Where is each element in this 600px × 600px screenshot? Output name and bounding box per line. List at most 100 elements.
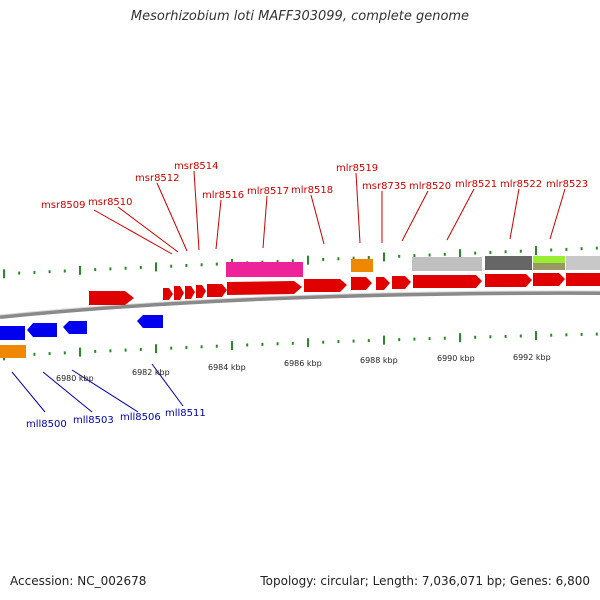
scale-tick [595, 246, 598, 250]
gene-arrow-rev[interactable] [63, 321, 87, 334]
scale-tick [443, 336, 446, 340]
scale-tick [398, 254, 401, 258]
scale-tick [170, 346, 173, 350]
gene-arrow-fwd[interactable] [413, 275, 482, 288]
scale-label: 6984 kbp [208, 363, 246, 372]
gene-arrow-fwd[interactable] [227, 281, 302, 295]
feature-lightgray-2[interactable] [566, 256, 600, 270]
gene-label[interactable]: mll8506 [120, 412, 161, 423]
feature-orange-left[interactable] [0, 345, 26, 358]
gene-arrow-fwd[interactable] [196, 285, 206, 298]
genome-backbone [0, 290, 600, 319]
scale-tick [413, 337, 416, 341]
scale-tick [398, 338, 401, 342]
genome-summary-text: Topology: circular; Length: 7,036,071 bp… [260, 574, 590, 588]
leader-lines-fwd [93, 170, 566, 255]
scale-tick [63, 269, 66, 273]
scale-tick [504, 250, 507, 254]
gene-arrow-rev[interactable] [137, 315, 163, 328]
scale-tick [550, 333, 553, 337]
scale-tick [413, 254, 416, 258]
gene-label[interactable]: msr8510 [88, 197, 133, 208]
scale-tick [276, 342, 279, 346]
scale-tick [489, 251, 492, 254]
gene-label[interactable]: mlr8522 [500, 179, 542, 190]
scale-tick [535, 331, 537, 341]
gene-arrow-fwd[interactable] [304, 279, 347, 292]
scale-tick [3, 269, 5, 279]
gene-arrow-fwd[interactable] [376, 277, 390, 290]
scale-tick [155, 262, 157, 272]
scale-tick [459, 249, 461, 259]
gene-arrow-fwd[interactable] [533, 273, 565, 286]
scale-tick [155, 344, 157, 354]
scale-tick [246, 343, 249, 347]
scale-tick [109, 267, 112, 271]
scale-tick [580, 332, 583, 336]
reverse-gene-labels: mll8500 mll8503 mll8506 mll8511 [26, 408, 206, 430]
scale-tick [139, 266, 142, 269]
scale-tick [352, 339, 355, 343]
gene-arrow-rev[interactable] [27, 323, 57, 337]
gene-arrow-fwd[interactable] [566, 273, 600, 286]
feature-olive[interactable] [533, 263, 565, 270]
scale-tick [215, 262, 218, 266]
scale-tick [200, 263, 203, 267]
scale-tick [322, 258, 325, 261]
scale-tick [428, 253, 431, 257]
gene-label[interactable]: msr8735 [362, 181, 407, 192]
gene-label[interactable]: msr8514 [174, 161, 219, 172]
scale-tick [428, 337, 431, 341]
gene-label[interactable]: msr8509 [41, 200, 86, 211]
scale-tick [291, 341, 294, 345]
scale-tick [48, 352, 51, 356]
scale-label: 6986 kbp [284, 359, 322, 368]
gene-label[interactable]: mll8500 [26, 419, 67, 430]
gene-arrow-fwd[interactable] [207, 284, 227, 297]
scale-tick [352, 256, 355, 260]
gene-arrow-fwd[interactable] [185, 286, 195, 299]
scale-tick [383, 335, 385, 345]
gene-label[interactable]: mlr8519 [336, 163, 378, 174]
scale-tick [519, 249, 522, 253]
gene-arrow-fwd[interactable] [485, 274, 532, 287]
gene-label[interactable]: mlr8521 [455, 179, 497, 190]
scale-tick [291, 259, 294, 263]
scale-tick [367, 256, 370, 259]
scale-label: 6980 kbp [56, 374, 94, 383]
scale-tick [139, 347, 142, 351]
gene-label[interactable]: mll8511 [165, 408, 206, 419]
gene-label[interactable]: msr8512 [135, 173, 180, 184]
scale-tick [215, 344, 218, 348]
gene-label[interactable]: mlr8516 [202, 190, 244, 201]
scale-label: 6982 kbp [132, 368, 170, 377]
gene-label[interactable]: mll8503 [73, 415, 114, 426]
scale-tick [489, 335, 492, 339]
feature-darkgray[interactable] [485, 256, 532, 270]
scale-tick [185, 264, 188, 267]
gene-label[interactable]: mlr8520 [409, 181, 451, 192]
gene-arrow-fwd[interactable] [89, 291, 134, 305]
reverse-genes [0, 315, 163, 340]
gene-label[interactable]: mlr8518 [291, 185, 333, 196]
feature-track [0, 256, 600, 358]
feature-magenta[interactable] [226, 262, 303, 277]
gene-arrow-rev[interactable] [0, 326, 25, 340]
scale-tick [170, 264, 173, 268]
gene-arrow-fwd[interactable] [392, 276, 411, 289]
scale-tick [109, 349, 112, 353]
gene-arrow-fwd[interactable] [351, 277, 372, 290]
gene-arrow-fwd[interactable] [174, 286, 184, 300]
gene-label[interactable]: mlr8523 [546, 179, 588, 190]
feature-lightgray-1[interactable] [412, 257, 482, 271]
scale-tick [48, 270, 51, 274]
scale-tick [565, 247, 568, 251]
feature-lime[interactable] [533, 256, 565, 263]
feature-orange-top[interactable] [351, 259, 373, 272]
gene-label[interactable]: mlr8517 [247, 186, 289, 197]
upper-ticks [3, 246, 598, 279]
scale-label: 6990 kbp [437, 354, 475, 363]
gene-arrow-fwd[interactable] [163, 288, 173, 300]
accession-text: Accession: NC_002678 [10, 574, 147, 588]
